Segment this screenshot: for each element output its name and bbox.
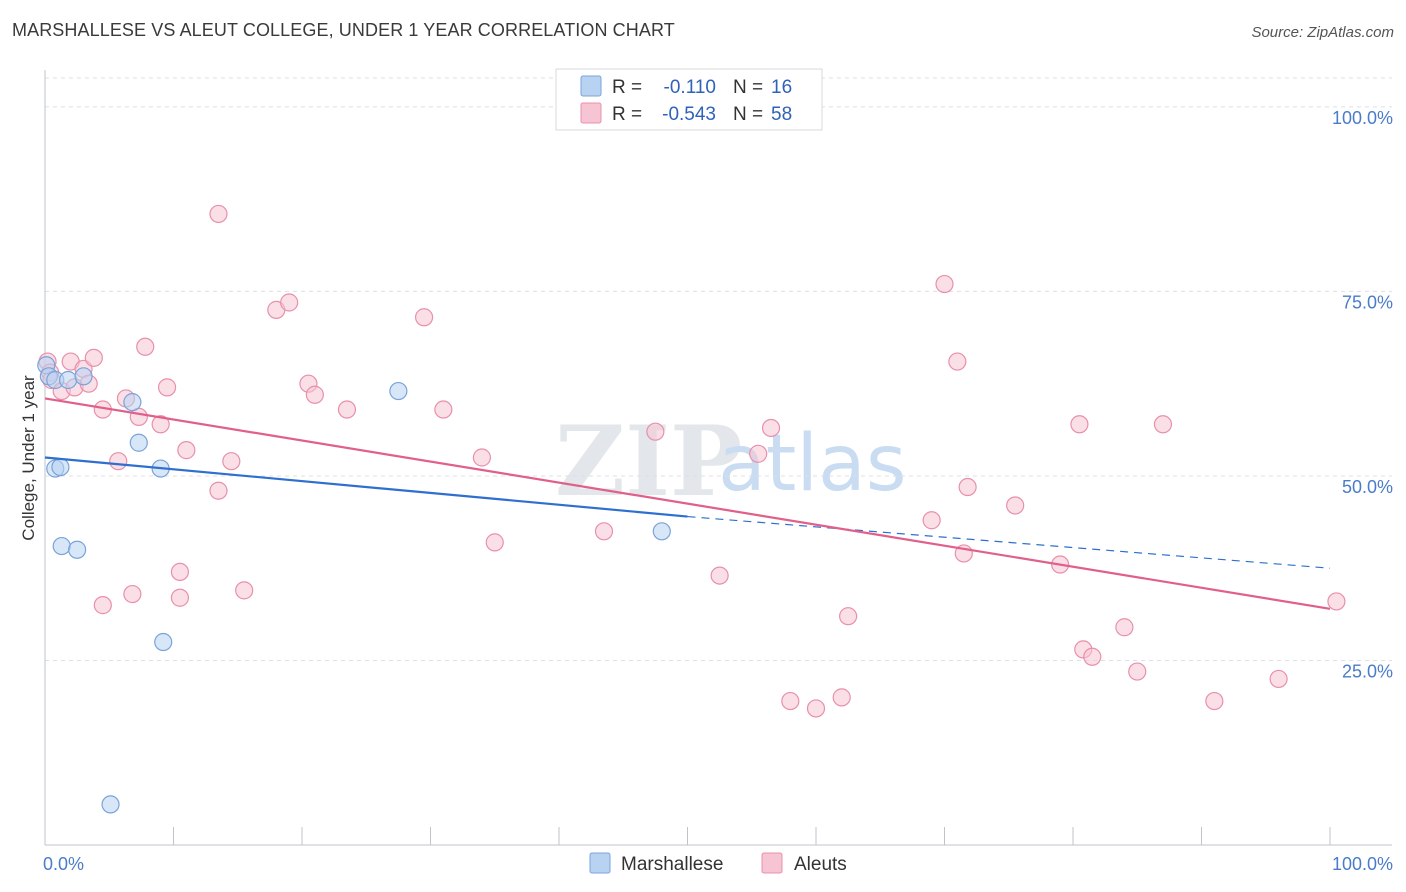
marshallese-trend-extension xyxy=(687,515,1331,569)
legend-r-label: R = xyxy=(612,77,642,98)
aleuts-point xyxy=(93,596,112,615)
aleuts-point xyxy=(1205,691,1224,711)
aleuts-point xyxy=(235,581,254,600)
legend-n-value: 58 xyxy=(771,104,792,125)
aleuts-point xyxy=(222,452,241,471)
aleuts-point xyxy=(710,566,729,585)
bottom-legend-swatch-aleuts xyxy=(761,852,783,874)
legend-n-label: N = xyxy=(733,77,763,98)
aleuts-point xyxy=(839,607,858,626)
aleuts-point xyxy=(123,584,142,604)
aleuts-point xyxy=(1006,496,1025,515)
legend-r-value: -0.543 xyxy=(662,104,716,125)
aleuts-point xyxy=(781,691,800,711)
marshallese-point xyxy=(52,536,71,556)
aleuts-point xyxy=(1269,669,1288,689)
marshallese-trend-line xyxy=(44,456,688,518)
aleuts-point xyxy=(485,533,504,552)
chart-title: MARSHALLESE VS ALEUT COLLEGE, UNDER 1 YE… xyxy=(12,20,675,40)
legend-r-value: -0.110 xyxy=(664,77,716,98)
aleuts-point xyxy=(958,477,977,497)
marshallese-point xyxy=(101,795,120,814)
aleuts-point xyxy=(157,378,177,397)
aleuts-point xyxy=(472,448,491,467)
aleuts-point xyxy=(209,481,228,500)
legend-swatch-0 xyxy=(580,75,602,97)
marshallese-point xyxy=(154,632,173,652)
aleuts-point xyxy=(749,444,768,463)
aleuts-point xyxy=(209,204,228,224)
marshallese-point xyxy=(74,367,93,386)
x-tick-label-max: 100.0% xyxy=(1332,854,1393,874)
aleuts-point xyxy=(806,699,826,718)
y-tick-label: 75.0% xyxy=(1342,292,1393,312)
marshallese-point xyxy=(389,381,408,401)
bottom-legend-swatch-marshallese xyxy=(589,852,611,874)
aleuts-point xyxy=(1153,415,1173,434)
aleuts-point xyxy=(170,588,190,607)
aleuts-point xyxy=(1327,592,1346,611)
y-axis-label: College, Under 1 year xyxy=(19,375,38,541)
watermark-zip: ZIP xyxy=(555,405,742,518)
aleuts-point xyxy=(1083,647,1102,666)
source-label: Source: ZipAtlas.com xyxy=(1251,24,1394,41)
marshallese-point xyxy=(51,457,70,477)
y-tick-label: 25.0% xyxy=(1342,661,1393,681)
y-tick-label: 100.0% xyxy=(1332,108,1393,128)
marshallese-point xyxy=(652,522,671,541)
bottom-legend-label-aleuts: Aleuts xyxy=(794,854,847,875)
aleuts-point xyxy=(280,293,299,312)
marshallese-point xyxy=(129,433,148,452)
aleuts-point xyxy=(170,562,190,582)
aleuts-point xyxy=(337,400,357,419)
marshallese-point xyxy=(123,393,142,412)
bottom-legend-label-marshallese: Marshallese xyxy=(621,854,723,875)
aleuts-point xyxy=(84,348,103,367)
aleuts-point xyxy=(1115,618,1134,637)
aleuts-point xyxy=(151,415,170,434)
marshallese-point xyxy=(68,540,87,559)
aleuts-trend-line xyxy=(44,397,1331,610)
aleuts-point xyxy=(414,308,434,327)
aleuts-point xyxy=(177,441,196,460)
y-tick-label: 50.0% xyxy=(1342,477,1393,497)
aleuts-point xyxy=(935,274,954,294)
aleuts-point xyxy=(922,511,941,530)
aleuts-point xyxy=(305,385,324,404)
aleuts-point xyxy=(761,418,781,438)
aleuts-point xyxy=(832,688,851,707)
legend-n-label: N = xyxy=(733,104,763,125)
aleuts-point xyxy=(1070,415,1089,434)
legend-r-label: R = xyxy=(612,104,642,125)
legend-n-value: 16 xyxy=(771,77,792,98)
aleuts-point xyxy=(646,422,665,441)
aleuts-point xyxy=(948,352,967,371)
aleuts-point xyxy=(594,522,614,541)
x-tick-label-min: 0.0% xyxy=(43,854,84,874)
marshallese-point xyxy=(59,370,78,390)
aleuts-point xyxy=(1128,662,1147,681)
watermark-atlas: atlas xyxy=(718,419,907,509)
aleuts-point xyxy=(434,400,453,419)
legend-swatch-1 xyxy=(580,102,602,124)
aleuts-point xyxy=(136,337,155,356)
aleuts-point xyxy=(109,452,128,471)
